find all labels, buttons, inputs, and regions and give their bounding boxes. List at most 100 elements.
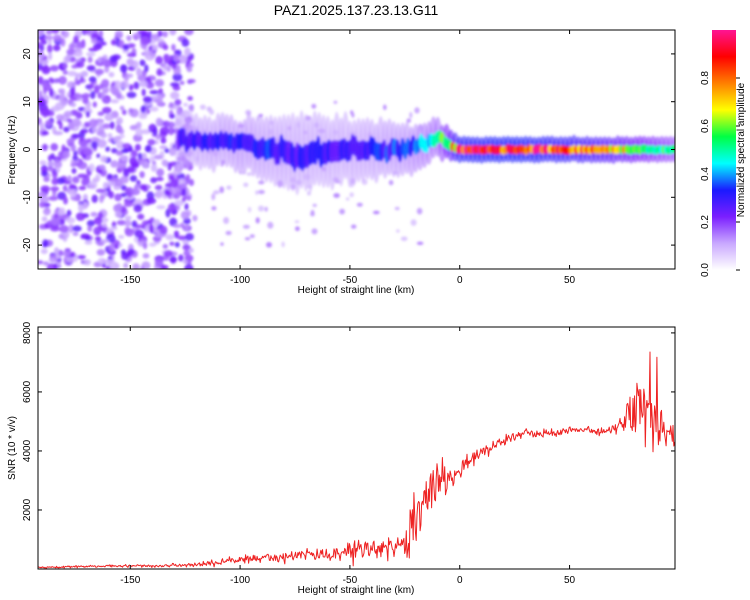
spectrogram-speckle — [58, 225, 69, 233]
spectrogram-speckle — [116, 141, 125, 150]
spectrogram-speckle — [171, 43, 176, 51]
colorbar-tick-label: 0.8 — [700, 71, 711, 85]
spectrogram-speckle — [130, 149, 138, 158]
spectrogram-speckle — [182, 244, 191, 251]
spectrogram-speckle — [92, 101, 98, 108]
spectrogram-speckle — [155, 117, 163, 127]
spectrogram-speckle — [53, 78, 59, 84]
spectrogram-speckle — [155, 190, 163, 199]
spectrogram-speckle — [339, 208, 345, 215]
spectrogram-speckle — [112, 136, 121, 143]
spectrogram-speckle — [159, 145, 168, 150]
spectrogram-speckle — [38, 260, 44, 265]
spectrogram-speckle — [152, 219, 161, 226]
spectrogram-speckle — [55, 254, 61, 260]
spectrogram-speckle — [137, 152, 143, 160]
spectrogram-speckle — [75, 212, 86, 221]
spectrogram-speckle — [71, 118, 81, 127]
spectrogram-speckle — [211, 193, 216, 201]
spectrogram-speckle — [139, 160, 147, 166]
spectrogram-speckle — [310, 211, 315, 217]
spectrogram-speckle — [169, 30, 177, 36]
spectrogram-speckle — [144, 144, 152, 153]
spectrogram-speckle — [211, 206, 217, 211]
spectrogram-speckle — [264, 206, 268, 212]
spectrogram-speckle — [416, 241, 424, 245]
spectrogram-speckle — [133, 204, 143, 213]
spectrogram-speckle — [38, 30, 44, 37]
spectrogram-speckle — [51, 177, 59, 186]
spectrogram-speckle — [43, 207, 51, 216]
spectrogram-speckle — [156, 68, 163, 77]
snr-frame — [37, 326, 676, 570]
x-tick-label: 50 — [564, 575, 576, 586]
spectrogram-speckle — [44, 35, 53, 41]
spectrogram-speckle — [63, 196, 68, 205]
spectrogram-speckle — [84, 178, 91, 185]
spectrogram-speckle — [80, 128, 89, 134]
spectrogram-speckle — [124, 219, 132, 227]
spectrogram-speckle — [120, 184, 127, 191]
spectrogram-speckle — [127, 73, 134, 78]
spectrogram-speckle — [128, 145, 133, 152]
spectrogram-speckle — [91, 141, 98, 149]
spectrogram-speckle — [141, 129, 151, 135]
spectrogram-speckle — [185, 233, 194, 241]
spectrogram-speckle — [109, 121, 115, 130]
spectrogram-speckle — [65, 54, 71, 63]
spectrogram-speckle — [68, 43, 75, 52]
spectrogram-speckle — [116, 202, 123, 209]
spectrogram-speckle — [126, 35, 132, 42]
spectrogram-speckle — [249, 234, 255, 239]
spectrogram-speckle — [95, 188, 106, 193]
spectrogram-speckle — [104, 113, 114, 121]
spectrogram-speckle — [111, 226, 118, 231]
spectrogram-speckle — [396, 229, 400, 233]
spectrogram-speckle — [266, 242, 272, 248]
spectrogram-speckle — [144, 64, 149, 73]
spectrogram-speckle — [66, 138, 75, 146]
spectrogram-speckle — [247, 206, 252, 213]
spectrogram-speckle — [416, 207, 423, 215]
spectrogram-speckle — [75, 112, 82, 118]
spectrogram-speckle — [39, 44, 45, 52]
spectrogram-speckle — [149, 224, 154, 234]
spectrogram-speckle — [128, 108, 133, 113]
spectrogram-speckle — [183, 224, 190, 231]
x-tick-label: 50 — [564, 275, 576, 286]
spectrogram-speckle — [45, 30, 53, 35]
spectrogram-speckle — [76, 61, 85, 68]
snr-panel: -150 -100 -50 0 50 2000 4000 6000 8000 Height o… — [7, 321, 676, 596]
spectrogram-speckle — [88, 163, 95, 172]
spectrogram-speckle — [150, 177, 158, 184]
y-tick-label: -20 — [22, 237, 33, 252]
spectrogram-speckle — [186, 66, 193, 73]
spectrogram-speckle — [114, 80, 122, 89]
spectrogram-speckle — [345, 197, 350, 201]
spectrogram-speckle — [120, 80, 130, 89]
spectrogram-speckle — [63, 110, 73, 118]
snr-background — [38, 327, 675, 569]
spectrogram-speckle — [164, 189, 170, 196]
spectrogram-speckle — [41, 80, 48, 88]
spectrogram-speckle — [258, 189, 265, 195]
spectrogram-speckle — [356, 202, 363, 207]
spectrogram-speckle — [98, 168, 103, 174]
spectrogram-speckle — [99, 227, 108, 231]
spectrogram-speckle — [48, 77, 53, 83]
spectrogram-speckle — [351, 224, 357, 229]
spectrogram-speckle — [102, 106, 112, 114]
spectrogram-speckle — [164, 148, 170, 154]
spectrogram-speckle — [121, 148, 129, 154]
colorbar-label: Normalized spectral amplitude — [736, 82, 747, 217]
spectrogram-speckle — [126, 52, 137, 58]
spectrogram-speckle — [53, 131, 64, 136]
spectrogram-speckle — [49, 65, 59, 72]
spectrogram-speckle — [42, 143, 48, 152]
spectrogram-speckle — [66, 118, 73, 123]
spectrogram-speckle — [54, 159, 60, 164]
spectrogram-speckle — [88, 118, 98, 128]
spectrogram-speckle — [38, 90, 43, 100]
spectrogram-speckle — [57, 207, 66, 216]
spectrogram-speckle — [226, 185, 232, 190]
